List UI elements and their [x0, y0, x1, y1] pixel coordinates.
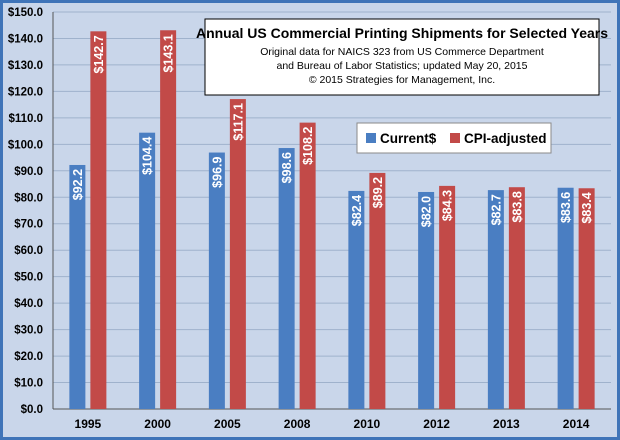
data-label: $98.6 — [280, 152, 294, 183]
data-label: $89.2 — [371, 177, 385, 208]
legend-label-cpi: CPI-adjusted — [464, 131, 547, 146]
title-box-frame — [204, 18, 600, 96]
bar-current — [139, 132, 156, 410]
bar-cpi-adjusted — [578, 188, 595, 409]
bars: $92.2 $142.7 $104.4 $143.1 $96.9 $117.1 $98.6 $… — [69, 30, 595, 410]
x-tick-label: 2010 — [354, 417, 381, 431]
y-tick-label: $10.0 — [14, 378, 43, 390]
data-label: $108.2 — [301, 127, 315, 165]
data-label: $96.9 — [210, 156, 224, 187]
y-tick-label: $50.0 — [14, 272, 43, 284]
bar-cpi-adjusted — [439, 185, 456, 409]
bar-current — [208, 152, 225, 409]
x-tick-label: 1995 — [75, 417, 102, 431]
x-tick-label: 2005 — [214, 417, 241, 431]
x-tick-label: 2012 — [423, 417, 450, 431]
bar-current — [348, 190, 365, 409]
legend-swatch-cpi — [450, 133, 460, 143]
data-label: $83.4 — [580, 192, 594, 223]
legend-swatch-current — [366, 133, 376, 143]
legend: Current$ CPI-adjusted — [356, 122, 552, 154]
bar-current — [557, 187, 574, 409]
bar-cpi-adjusted — [508, 187, 525, 409]
y-tick-label: $30.0 — [14, 325, 43, 337]
bar-cpi-adjusted — [90, 31, 107, 409]
bar-current — [418, 191, 435, 409]
data-label: $82.0 — [420, 196, 434, 227]
bar-cpi-adjusted — [229, 99, 246, 410]
y-tick-label: $70.0 — [14, 219, 43, 231]
data-label: $82.7 — [489, 194, 503, 225]
y-axis: $0.0 $10.0 $20.0 $30.0 $40.0 $50.0 $60.0 $70.0 $… — [8, 7, 54, 416]
y-tick-label: $130.0 — [8, 60, 43, 72]
data-label: $83.6 — [559, 192, 573, 223]
data-label: $82.4 — [350, 195, 364, 226]
bar-cpi-adjusted — [299, 122, 316, 409]
data-label: $117.1 — [231, 103, 245, 141]
chart-subtitle-line-3: © 2015 Strategies for Management, Inc. — [309, 74, 495, 86]
chart-subtitle-line-2: and Bureau of Labor Statistics; updated … — [276, 60, 527, 72]
y-tick-label: $110.0 — [8, 113, 43, 125]
y-tick-label: $0.0 — [21, 404, 43, 416]
title-box: Annual US Commercial Printing Shipments … — [196, 18, 608, 96]
bar-current — [278, 148, 295, 409]
data-label: $143.1 — [162, 34, 176, 72]
x-tick-label: 2013 — [493, 417, 520, 431]
x-tick-label: 2008 — [284, 417, 311, 431]
y-tick-label: $60.0 — [14, 245, 43, 257]
y-tick-label: $90.0 — [14, 166, 43, 178]
bar-current — [487, 190, 504, 409]
data-label: $104.4 — [141, 137, 155, 175]
x-axis: 1995 2000 2005 2008 2010 2012 2013 2014 — [75, 417, 590, 431]
y-tick-label: $20.0 — [14, 351, 43, 363]
bar-cpi-adjusted — [369, 172, 386, 409]
y-tick-label: $150.0 — [8, 7, 43, 19]
y-tick-label: $120.0 — [8, 86, 43, 98]
data-label: $83.8 — [510, 191, 524, 222]
bar-current — [69, 164, 86, 409]
x-tick-label: 2000 — [144, 417, 171, 431]
x-tick-label: 2014 — [563, 417, 590, 431]
data-label: $142.7 — [92, 35, 106, 73]
y-tick-label: $80.0 — [14, 192, 43, 204]
data-label: $92.2 — [71, 169, 85, 200]
chart-subtitle-line-1: Original data for NAICS 323 from US Comm… — [260, 46, 544, 58]
legend-label-current: Current$ — [380, 131, 437, 146]
y-tick-label: $40.0 — [14, 298, 43, 310]
chart-title: Annual US Commercial Printing Shipments … — [196, 25, 608, 41]
bar-chart: $0.0 $10.0 $20.0 $30.0 $40.0 $50.0 $60.0 $70.0 $… — [8, 7, 611, 431]
bar-cpi-adjusted — [160, 30, 177, 410]
data-label: $84.3 — [441, 190, 455, 221]
y-tick-label: $100.0 — [8, 139, 43, 151]
y-tick-label: $140.0 — [8, 33, 43, 45]
